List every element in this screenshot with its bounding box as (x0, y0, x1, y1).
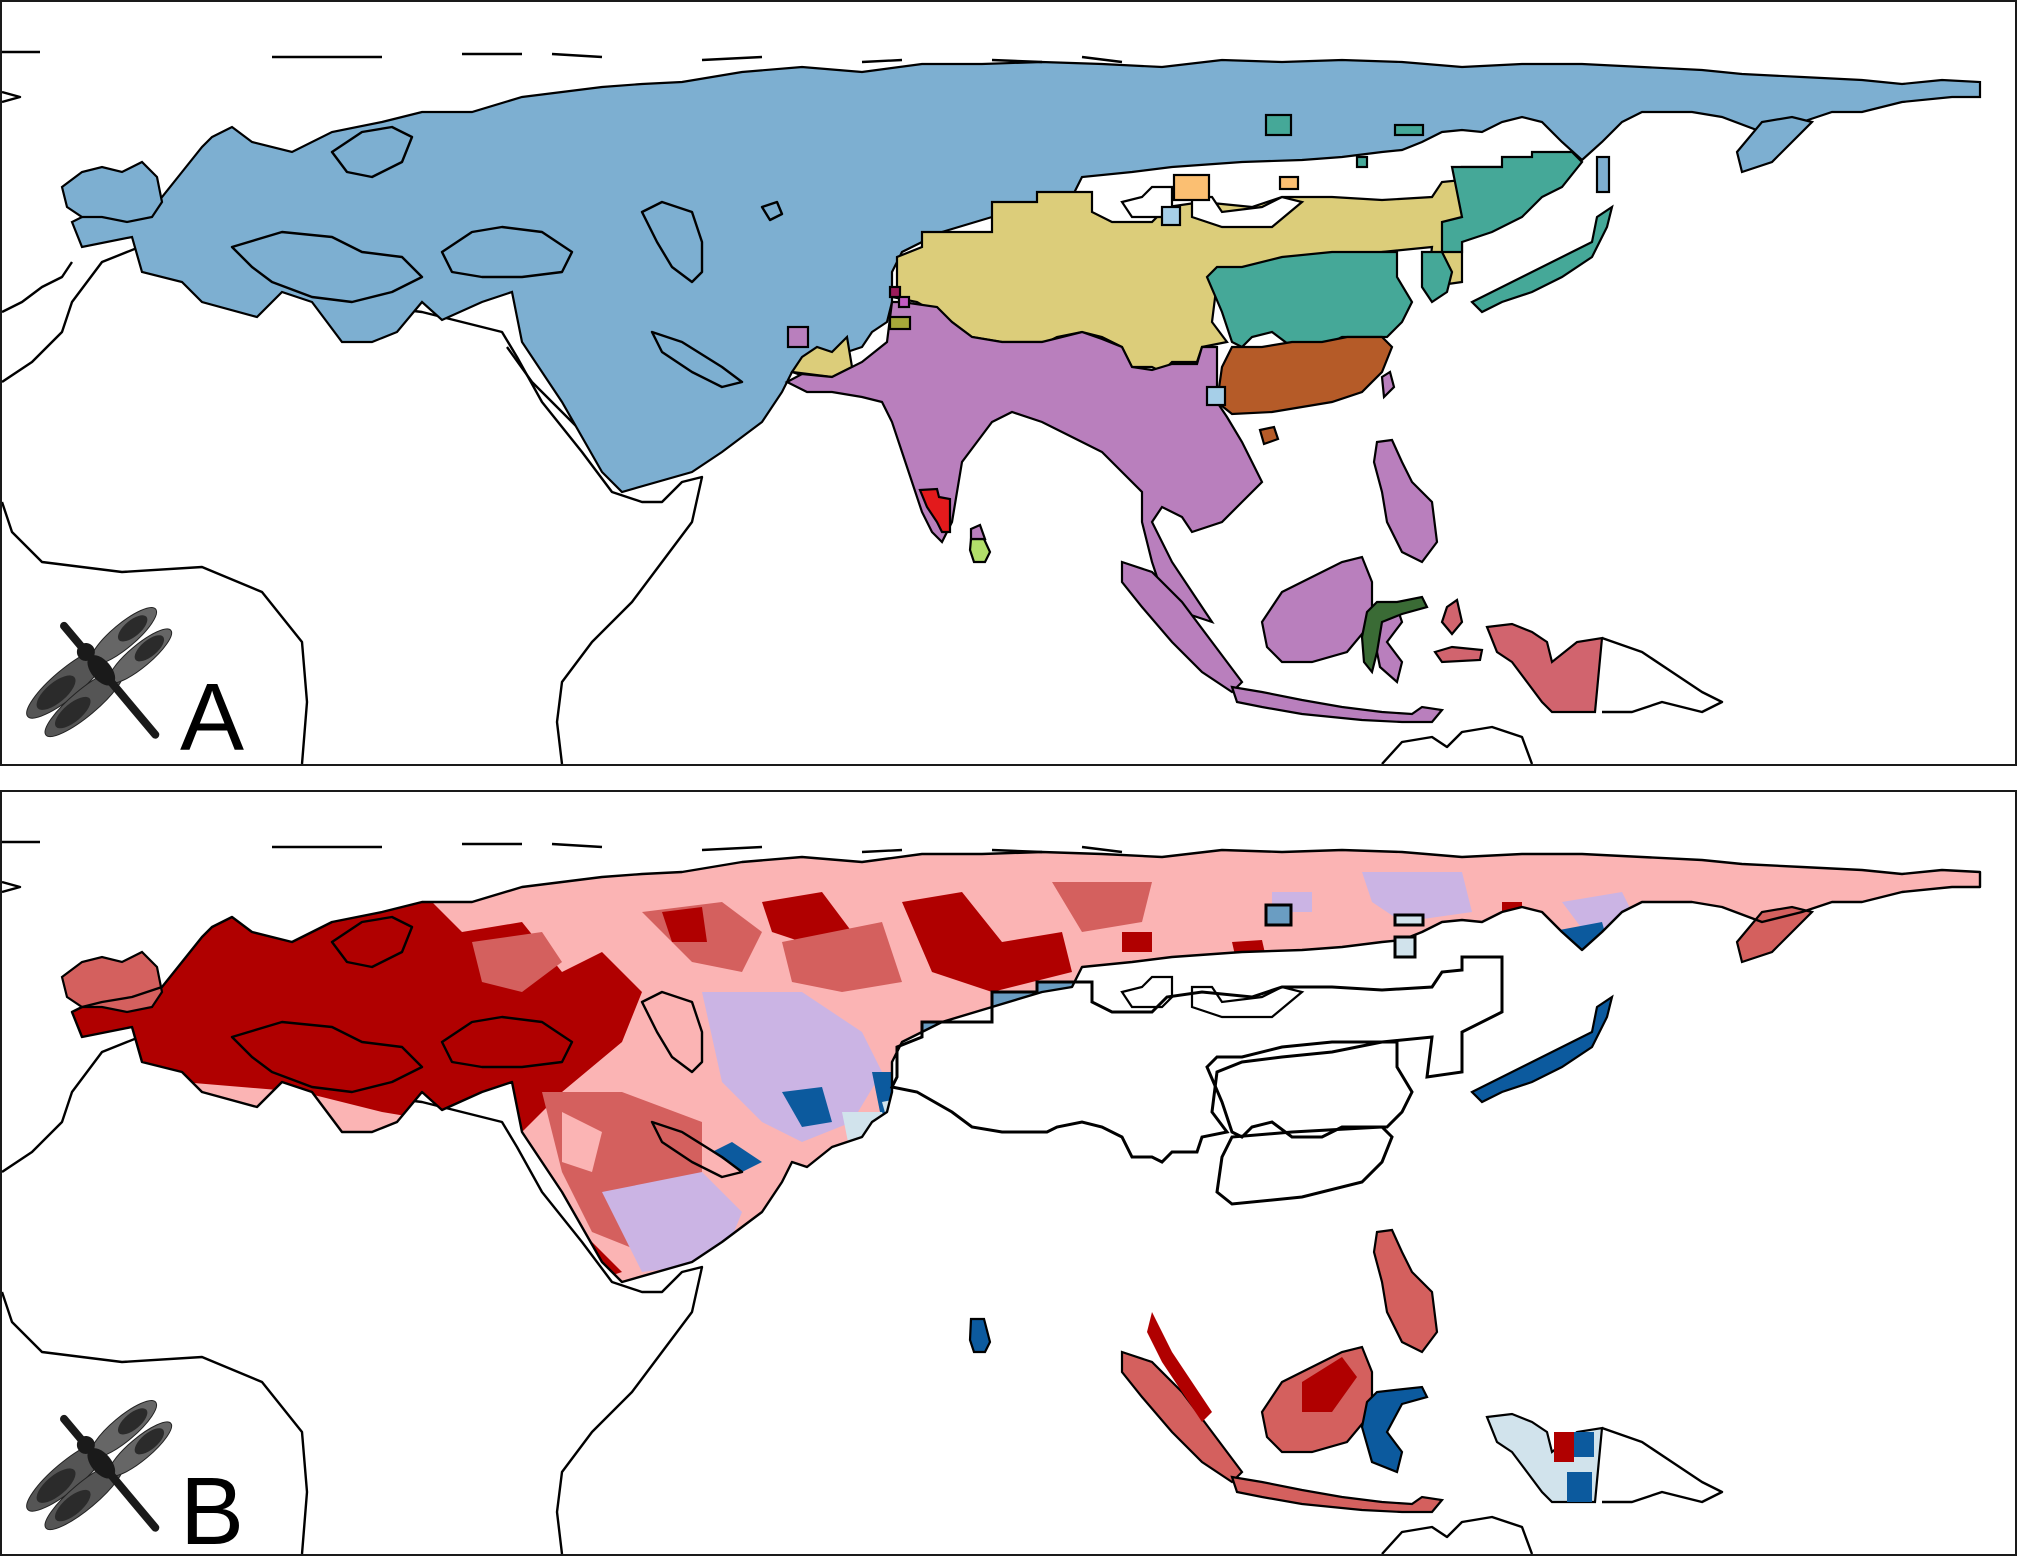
map-panel-b: B (0, 790, 2017, 1556)
unassigned-patch-2 (1190, 195, 1305, 229)
dragonfly-icon (26, 1400, 173, 1532)
australia-outline (1381, 1515, 1534, 1554)
britain-cells (60, 950, 164, 1014)
outlined-cell (1264, 903, 1293, 927)
black-sea (440, 225, 574, 279)
region-oriental-java (1230, 685, 1445, 724)
region-sri-lanka (968, 537, 992, 564)
region-oriental-borneo (1260, 555, 1374, 664)
region-south-china (1215, 335, 1394, 416)
light-blue-cell-south (1205, 385, 1227, 407)
png-outline (1601, 1426, 1724, 1504)
sahara-coast (2, 261, 73, 314)
persian-gulf (650, 1120, 744, 1179)
region-new-guinea (1485, 622, 1604, 714)
region-japan (1470, 204, 1614, 314)
greenland-coast (2, 840, 40, 894)
region-oriental (784, 300, 1264, 625)
mediterranean (230, 230, 424, 304)
panel-label-b: B (180, 1458, 245, 1556)
sumatra-cells (1120, 1350, 1244, 1484)
caspian-sea (640, 200, 704, 284)
png-outline (1601, 636, 1724, 714)
aral-lake (760, 200, 784, 222)
mediterranean (230, 1020, 424, 1094)
greenland-coast (2, 50, 40, 104)
africa-outline (2, 1030, 704, 1554)
region-outline-south-china (1215, 1125, 1394, 1206)
malay-cells (1147, 1312, 1212, 1422)
region-sulawesi (1360, 595, 1429, 675)
new-guinea-blue-cell-2 (1567, 1472, 1592, 1502)
region-oriental-philippines (1372, 438, 1439, 564)
black-sea (440, 1015, 574, 1069)
philippines-cells (1372, 1228, 1439, 1354)
dragonfly-icon (26, 607, 173, 739)
panel-label-a: A (180, 664, 245, 766)
region-seram (1433, 645, 1484, 664)
region-western-ghats (918, 487, 952, 534)
purple-cell-west (786, 325, 810, 349)
outlined-cell-3 (1393, 935, 1417, 959)
region-east-asia-north (1440, 150, 1584, 254)
region-sri-lanka-north (969, 523, 987, 541)
eurasia-outline (70, 848, 1982, 1284)
new-guinea-blue-cell (1574, 1432, 1594, 1457)
maroon-cell (888, 285, 902, 299)
baltic-sea (330, 125, 414, 179)
region-oriental-sumatra (1120, 560, 1244, 694)
teal-cell-2 (1393, 123, 1425, 137)
region-palearctic-kamchatka (1735, 115, 1815, 174)
region-palearctic (70, 58, 1982, 494)
unassigned-patch (1120, 185, 1174, 219)
region-palearctic-britain (60, 160, 164, 224)
region-korea (1420, 250, 1454, 304)
teal-cell-3 (1355, 155, 1369, 169)
africa-west-outline (2, 1291, 309, 1554)
borneo-dark (1302, 1357, 1357, 1412)
outlined-cell-2 (1393, 913, 1425, 927)
java-cells (1230, 1475, 1445, 1514)
map-panel-a: A (0, 0, 2017, 766)
olive-cell (888, 315, 912, 331)
hainan (1258, 425, 1280, 446)
value-map-b (2, 840, 1982, 1554)
magenta-cell (897, 295, 911, 309)
teal-cell (1264, 113, 1293, 137)
unassigned-patch (1120, 975, 1174, 1009)
persian-gulf (650, 330, 744, 389)
light-orange-cell (1172, 173, 1211, 202)
caspian-sea (640, 990, 704, 1074)
japan-cells (1470, 994, 1614, 1104)
sakhalin-cell (1595, 155, 1611, 194)
region-east-asia-china (1205, 250, 1414, 349)
new-guinea-red-cell (1554, 1432, 1574, 1462)
arctic-islands (272, 842, 1123, 854)
light-blue-cell (1160, 205, 1182, 227)
region-outline-east-china (1205, 1040, 1414, 1139)
sri-lanka-cells (968, 1317, 992, 1354)
region-outline-central-asia (889, 955, 1504, 1164)
taiwan (1380, 370, 1396, 400)
sulawesi-cells (1360, 1385, 1429, 1474)
light-orange-cell-2 (1278, 175, 1300, 191)
africa-west-outline (2, 501, 309, 764)
arctic-islands (272, 52, 1123, 64)
baltic-sea (330, 915, 414, 969)
region-moluccas (1440, 598, 1464, 636)
australia-outline (1381, 725, 1534, 764)
bioregion-map-a (2, 50, 1982, 764)
